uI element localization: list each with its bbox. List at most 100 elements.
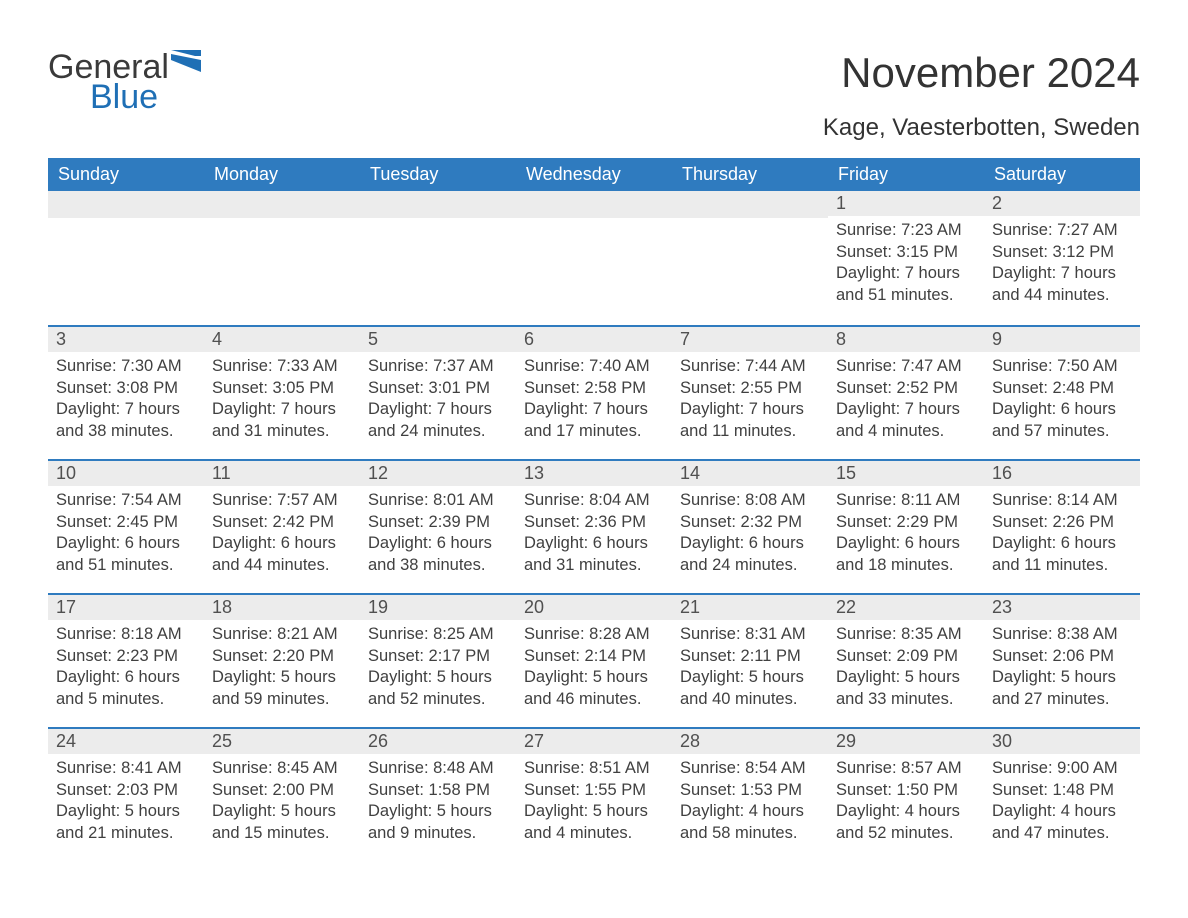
day-line-dl1: Daylight: 5 hours	[836, 667, 976, 688]
day-line-sunset: Sunset: 1:48 PM	[992, 780, 1132, 801]
day-line-dl2: and 47 minutes.	[992, 823, 1132, 844]
day-line-sunrise: Sunrise: 8:08 AM	[680, 490, 820, 511]
day-line-sunset: Sunset: 2:06 PM	[992, 646, 1132, 667]
day-number: 14	[672, 459, 828, 486]
day-line-dl2: and 31 minutes.	[212, 421, 352, 442]
day-cell: 24Sunrise: 8:41 AMSunset: 2:03 PMDayligh…	[48, 727, 204, 861]
day-line-dl1: Daylight: 6 hours	[680, 533, 820, 554]
day-line-dl1: Daylight: 6 hours	[836, 533, 976, 554]
day-number: 6	[516, 325, 672, 352]
day-number: 23	[984, 593, 1140, 620]
calendar-table: SundayMondayTuesdayWednesdayThursdayFrid…	[48, 158, 1140, 861]
day-header-row: SundayMondayTuesdayWednesdayThursdayFrid…	[48, 158, 1140, 191]
day-line-dl2: and 40 minutes.	[680, 689, 820, 710]
day-number: 2	[984, 191, 1140, 216]
day-line-sunrise: Sunrise: 7:37 AM	[368, 356, 508, 377]
day-line-dl1: Daylight: 5 hours	[56, 801, 196, 822]
day-number: 12	[360, 459, 516, 486]
day-line-sunrise: Sunrise: 8:28 AM	[524, 624, 664, 645]
page-container: General Blue November 2024 Kage, Vaester…	[0, 0, 1188, 891]
day-number: 4	[204, 325, 360, 352]
day-line-dl1: Daylight: 6 hours	[368, 533, 508, 554]
logo-word-blue: Blue	[90, 80, 169, 114]
day-line-dl1: Daylight: 6 hours	[56, 533, 196, 554]
day-line-sunrise: Sunrise: 8:18 AM	[56, 624, 196, 645]
day-cell: 18Sunrise: 8:21 AMSunset: 2:20 PMDayligh…	[204, 593, 360, 727]
week-row: 24Sunrise: 8:41 AMSunset: 2:03 PMDayligh…	[48, 727, 1140, 861]
day-line-sunset: Sunset: 2:03 PM	[56, 780, 196, 801]
day-line-dl1: Daylight: 4 hours	[680, 801, 820, 822]
day-cell: 25Sunrise: 8:45 AMSunset: 2:00 PMDayligh…	[204, 727, 360, 861]
empty-day-bar	[204, 191, 360, 218]
day-line-sunrise: Sunrise: 8:04 AM	[524, 490, 664, 511]
day-details: Sunrise: 8:18 AMSunset: 2:23 PMDaylight:…	[48, 620, 204, 714]
day-details: Sunrise: 8:25 AMSunset: 2:17 PMDaylight:…	[360, 620, 516, 714]
day-details: Sunrise: 7:57 AMSunset: 2:42 PMDaylight:…	[204, 486, 360, 580]
day-line-sunset: Sunset: 2:26 PM	[992, 512, 1132, 533]
day-line-dl1: Daylight: 5 hours	[992, 667, 1132, 688]
day-number: 18	[204, 593, 360, 620]
day-line-sunset: Sunset: 1:53 PM	[680, 780, 820, 801]
day-line-sunrise: Sunrise: 8:54 AM	[680, 758, 820, 779]
day-number: 20	[516, 593, 672, 620]
day-line-dl1: Daylight: 6 hours	[212, 533, 352, 554]
day-line-dl2: and 51 minutes.	[836, 285, 976, 306]
day-number: 28	[672, 727, 828, 754]
day-line-dl2: and 44 minutes.	[992, 285, 1132, 306]
day-line-sunrise: Sunrise: 8:21 AM	[212, 624, 352, 645]
empty-cell	[516, 191, 672, 325]
day-cell: 12Sunrise: 8:01 AMSunset: 2:39 PMDayligh…	[360, 459, 516, 593]
day-line-sunset: Sunset: 1:50 PM	[836, 780, 976, 801]
day-details: Sunrise: 8:21 AMSunset: 2:20 PMDaylight:…	[204, 620, 360, 714]
day-number: 8	[828, 325, 984, 352]
day-details: Sunrise: 7:27 AMSunset: 3:12 PMDaylight:…	[984, 216, 1140, 310]
day-number: 7	[672, 325, 828, 352]
location-text: Kage, Vaesterbotten, Sweden	[823, 114, 1140, 142]
day-line-sunset: Sunset: 2:29 PM	[836, 512, 976, 533]
day-line-dl1: Daylight: 7 hours	[992, 263, 1132, 284]
day-number: 11	[204, 459, 360, 486]
day-cell: 29Sunrise: 8:57 AMSunset: 1:50 PMDayligh…	[828, 727, 984, 861]
day-cell: 4Sunrise: 7:33 AMSunset: 3:05 PMDaylight…	[204, 325, 360, 459]
day-line-sunrise: Sunrise: 8:57 AM	[836, 758, 976, 779]
day-cell: 1Sunrise: 7:23 AMSunset: 3:15 PMDaylight…	[828, 191, 984, 325]
day-details: Sunrise: 8:08 AMSunset: 2:32 PMDaylight:…	[672, 486, 828, 580]
day-number: 1	[828, 191, 984, 216]
day-line-dl2: and 24 minutes.	[368, 421, 508, 442]
day-line-sunrise: Sunrise: 7:30 AM	[56, 356, 196, 377]
day-details: Sunrise: 7:23 AMSunset: 3:15 PMDaylight:…	[828, 216, 984, 310]
day-line-dl1: Daylight: 6 hours	[992, 399, 1132, 420]
empty-day-bar	[672, 191, 828, 218]
day-line-dl2: and 33 minutes.	[836, 689, 976, 710]
day-line-sunrise: Sunrise: 9:00 AM	[992, 758, 1132, 779]
day-line-sunset: Sunset: 3:01 PM	[368, 378, 508, 399]
empty-cell	[672, 191, 828, 325]
day-details: Sunrise: 8:54 AMSunset: 1:53 PMDaylight:…	[672, 754, 828, 848]
day-cell: 8Sunrise: 7:47 AMSunset: 2:52 PMDaylight…	[828, 325, 984, 459]
logo: General Blue	[48, 50, 201, 114]
day-cell: 20Sunrise: 8:28 AMSunset: 2:14 PMDayligh…	[516, 593, 672, 727]
day-number: 30	[984, 727, 1140, 754]
day-line-dl1: Daylight: 6 hours	[992, 533, 1132, 554]
day-cell: 6Sunrise: 7:40 AMSunset: 2:58 PMDaylight…	[516, 325, 672, 459]
day-details: Sunrise: 8:38 AMSunset: 2:06 PMDaylight:…	[984, 620, 1140, 714]
day-line-sunset: Sunset: 2:09 PM	[836, 646, 976, 667]
day-line-sunset: Sunset: 2:52 PM	[836, 378, 976, 399]
day-line-dl1: Daylight: 7 hours	[212, 399, 352, 420]
day-line-dl1: Daylight: 7 hours	[368, 399, 508, 420]
day-details: Sunrise: 8:31 AMSunset: 2:11 PMDaylight:…	[672, 620, 828, 714]
day-line-dl2: and 57 minutes.	[992, 421, 1132, 442]
day-line-sunrise: Sunrise: 7:40 AM	[524, 356, 664, 377]
day-line-sunrise: Sunrise: 8:35 AM	[836, 624, 976, 645]
day-line-dl2: and 51 minutes.	[56, 555, 196, 576]
day-number: 13	[516, 459, 672, 486]
day-line-sunset: Sunset: 2:11 PM	[680, 646, 820, 667]
day-line-dl2: and 4 minutes.	[524, 823, 664, 844]
empty-day-bar	[48, 191, 204, 218]
day-details: Sunrise: 8:11 AMSunset: 2:29 PMDaylight:…	[828, 486, 984, 580]
day-line-sunrise: Sunrise: 7:57 AM	[212, 490, 352, 511]
day-line-sunset: Sunset: 1:55 PM	[524, 780, 664, 801]
empty-day-bar	[360, 191, 516, 218]
month-title: November 2024	[823, 50, 1140, 96]
day-line-sunset: Sunset: 3:15 PM	[836, 242, 976, 263]
